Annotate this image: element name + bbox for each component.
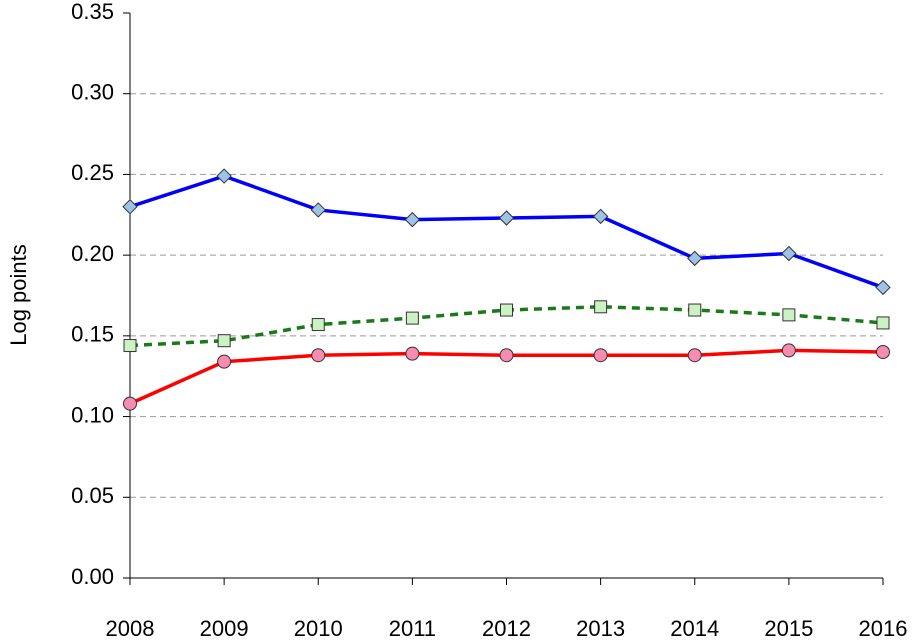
marker (405, 311, 419, 325)
x-tick-label: 2015 (764, 616, 813, 641)
marker (876, 345, 890, 359)
marker (687, 250, 703, 267)
marker (781, 245, 797, 262)
y-tick-label: 0.25 (71, 160, 114, 185)
marker (688, 303, 702, 317)
marker (876, 316, 890, 330)
marker (875, 279, 891, 296)
y-tick-label: 0.35 (71, 0, 114, 24)
x-tick-label: 2008 (106, 616, 155, 641)
marker (311, 348, 326, 363)
marker (404, 211, 421, 228)
y-tick-label: 0.00 (71, 564, 114, 589)
marker (123, 339, 137, 353)
y-axis-label: Log points (6, 244, 31, 346)
marker (310, 202, 326, 218)
series-line (129, 174, 884, 290)
marker (498, 210, 515, 226)
marker (592, 208, 609, 225)
x-tick-label: 2014 (670, 616, 719, 641)
marker (311, 318, 325, 332)
y-tick-label: 0.20 (71, 241, 114, 266)
marker (217, 354, 232, 369)
x-tick-label: 2012 (482, 616, 531, 641)
x-tick-label: 2016 (859, 616, 908, 641)
marker (593, 348, 608, 363)
marker (216, 168, 232, 184)
y-tick-label: 0.10 (71, 402, 114, 427)
marker (687, 348, 702, 363)
y-tick-label: 0.15 (71, 322, 114, 347)
marker (122, 199, 138, 215)
marker (782, 308, 796, 322)
marker (405, 346, 420, 361)
marker (781, 343, 796, 358)
marker (500, 303, 513, 317)
marker (499, 348, 514, 363)
x-tick-label: 2011 (389, 616, 436, 641)
y-tick-label: 0.05 (71, 483, 114, 508)
marker (123, 396, 137, 411)
marker (594, 300, 608, 314)
x-tick-label: 2009 (200, 616, 249, 641)
x-tick-label: 2013 (576, 616, 625, 641)
marker (217, 334, 231, 348)
y-tick-label: 0.30 (71, 80, 114, 105)
x-tick-label: 2010 (294, 616, 343, 641)
